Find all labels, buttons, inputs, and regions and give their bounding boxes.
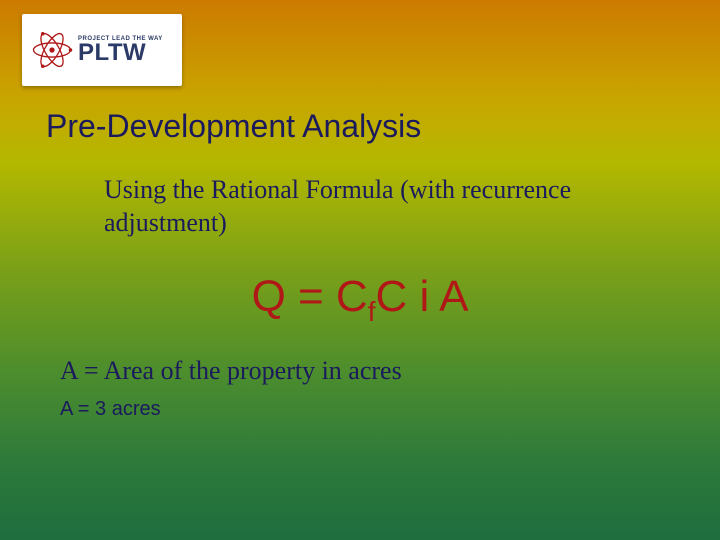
logo-text: PROJECT LEAD THE WAY PLTW [78,36,163,64]
area-value: A = 3 acres [60,398,161,421]
slide-subtitle: Using the Rational Formula (with recurre… [104,174,574,239]
area-definition: A = Area of the property in acres [60,356,402,386]
logo-card: PROJECT LEAD THE WAY PLTW [22,14,182,86]
logo-main: PLTW [78,42,163,64]
slide-title: Pre-Development Analysis [46,108,421,145]
atom-icon [30,28,74,72]
formula: Q = CfC i A [0,272,720,322]
